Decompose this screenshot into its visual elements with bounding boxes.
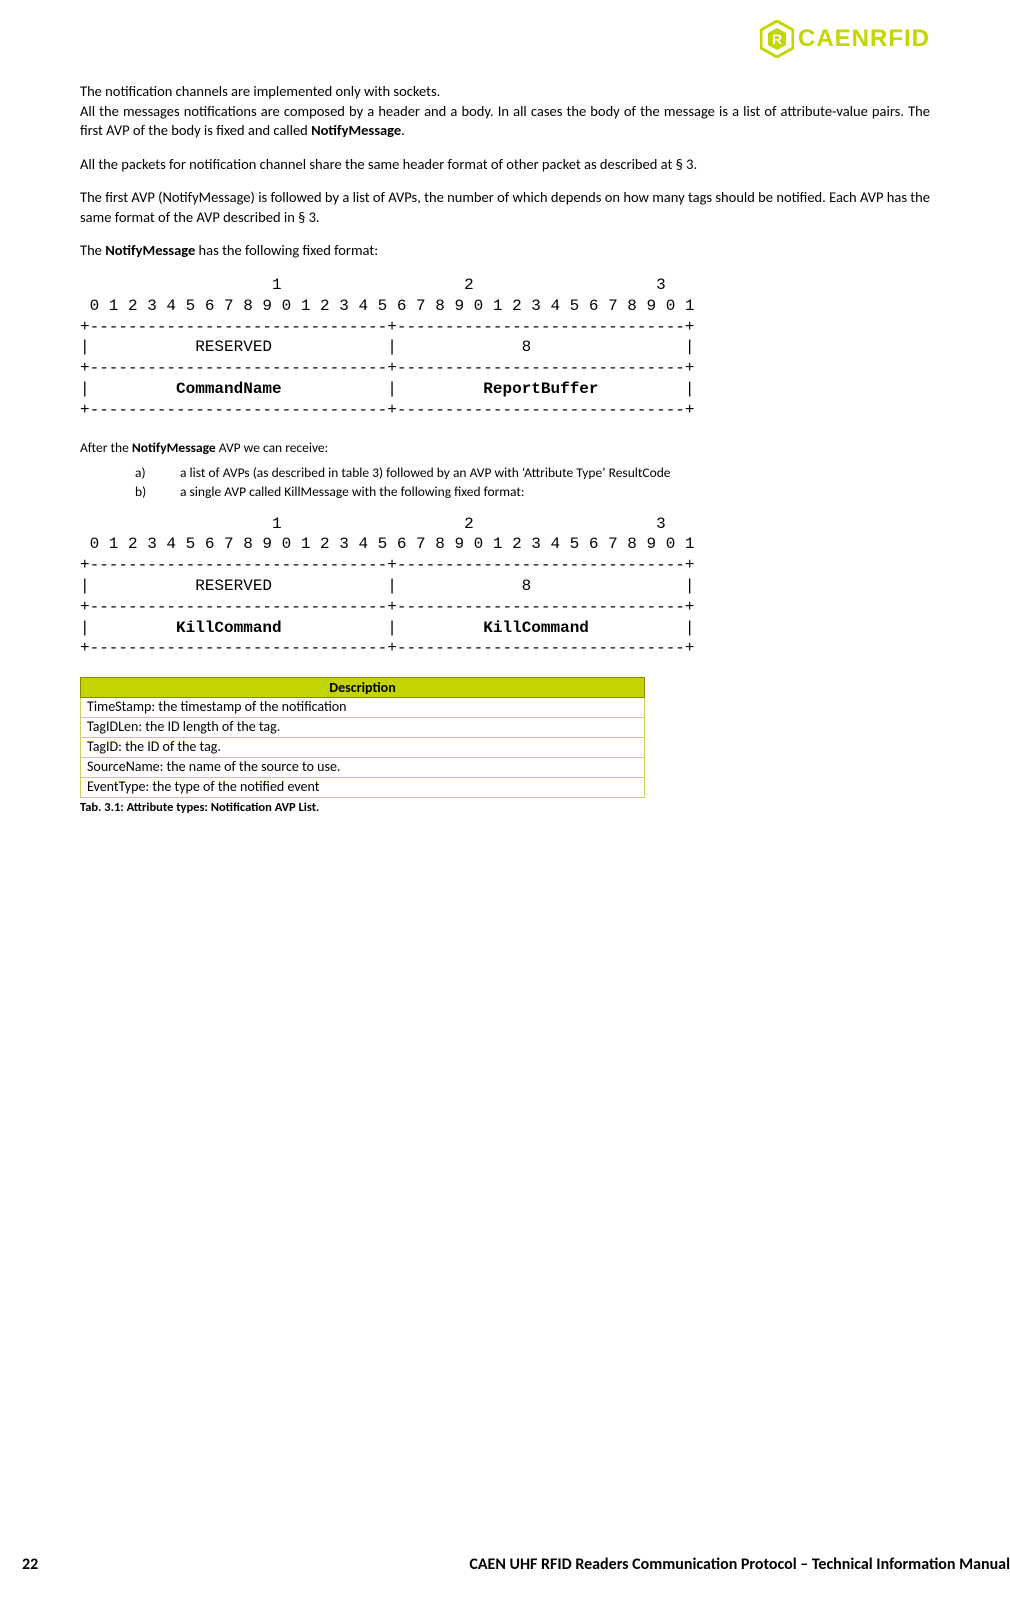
row-left: |: [80, 380, 176, 398]
page: R CAENRFID The notification channels are…: [0, 0, 1010, 1602]
table-cell: TimeStamp: the timestamp of the notifica…: [81, 698, 645, 718]
after-notifymessage-text: After the NotifyMessage AVP we can recei…: [80, 439, 930, 456]
page-footer: 22 CAEN UHF RFID Readers Communication P…: [0, 1555, 1010, 1574]
list-item: b) a single AVP called KillMessage with …: [135, 483, 930, 500]
field-killcommand: KillCommand: [176, 619, 282, 637]
border: +-------------------------------+-------…: [80, 598, 695, 616]
list-item: a) a list of AVPs (as described in table…: [135, 464, 930, 481]
border: +-------------------------------+-------…: [80, 639, 695, 657]
svg-text:R: R: [772, 31, 782, 47]
logo-hexagon-icon: R: [760, 20, 794, 58]
text: .: [401, 121, 405, 139]
table-cell: EventType: the type of the notified even…: [81, 777, 645, 797]
text: All the messages notifications are compo…: [80, 102, 930, 140]
table-cell: TagID: the ID of the tag.: [81, 737, 645, 757]
paragraph-2: All the packets for notification channel…: [80, 155, 930, 175]
ruler: 0 1 2 3 4 5 6 7 8 9 0 1 2 3 4 5 6 7 8 9 …: [80, 297, 695, 315]
row: | RESERVED | 8 |: [80, 577, 695, 595]
description-table: Description TimeStamp: the timestamp of …: [80, 677, 645, 797]
table-cell: SourceName: the name of the source to us…: [81, 757, 645, 777]
table-cell: TagIDLen: the ID length of the tag.: [81, 717, 645, 737]
table-header-row: Description: [81, 678, 645, 698]
field-killcommand: KillCommand: [483, 619, 589, 637]
row-right: |: [589, 619, 695, 637]
list-text: a single AVP called KillMessage with the…: [180, 483, 525, 500]
border: +-------------------------------+-------…: [80, 318, 695, 336]
border: +-------------------------------+-------…: [80, 401, 695, 419]
list-letter: a): [135, 464, 180, 481]
field-commandname: CommandName: [176, 380, 282, 398]
table-row: TimeStamp: the timestamp of the notifica…: [81, 698, 645, 718]
text: The: [80, 241, 105, 259]
footer-title: CAEN UHF RFID Readers Communication Prot…: [102, 1555, 1010, 1574]
text-bold: NotifyMessage: [311, 121, 401, 139]
table-caption: Tab. 3.1: Attribute types: Notification …: [80, 800, 930, 815]
table-header: Description: [81, 678, 645, 698]
ascii-diagram-killmessage: 1 2 3 0 1 2 3 4 5 6 7 8 9 0 1 2 3 4 5 6 …: [80, 514, 930, 660]
table-row: SourceName: the name of the source to us…: [81, 757, 645, 777]
text-bold: NotifyMessage: [105, 241, 195, 259]
row-right: |: [599, 380, 695, 398]
logo-row: R CAENRFID: [80, 20, 930, 62]
row: | RESERVED | 8 |: [80, 338, 695, 356]
ruler: 0 1 2 3 4 5 6 7 8 9 0 1 2 3 4 5 6 7 8 9 …: [80, 535, 695, 553]
ascii-diagram-notifymessage: 1 2 3 0 1 2 3 4 5 6 7 8 9 0 1 2 3 4 5 6 …: [80, 275, 930, 421]
text: After the: [80, 439, 132, 456]
paragraph-4: The NotifyMessage has the following fixe…: [80, 241, 930, 261]
table-row: TagIDLen: the ID length of the tag.: [81, 717, 645, 737]
text: AVP we can receive:: [216, 439, 329, 456]
receive-list: a) a list of AVPs (as described in table…: [135, 464, 930, 500]
list-text: a list of AVPs (as described in table 3)…: [180, 464, 671, 481]
paragraph-1: The notification channels are implemente…: [80, 82, 930, 141]
table-row: TagID: the ID of the tag.: [81, 737, 645, 757]
list-letter: b): [135, 483, 180, 500]
row-mid: |: [282, 619, 484, 637]
border: +-------------------------------+-------…: [80, 359, 695, 377]
page-number: 22: [22, 1555, 102, 1574]
text: has the following fixed format:: [195, 241, 378, 259]
text-bold: NotifyMessage: [132, 439, 216, 456]
row-left: |: [80, 619, 176, 637]
logo-text: CAENRFID: [798, 25, 930, 53]
field-reportbuffer: ReportBuffer: [483, 380, 598, 398]
text: The notification channels are implemente…: [80, 82, 440, 100]
row-mid: |: [282, 380, 484, 398]
table-row: EventType: the type of the notified even…: [81, 777, 645, 797]
ruler: 1 2 3: [80, 515, 666, 533]
paragraph-3: The first AVP (NotifyMessage) is followe…: [80, 188, 930, 227]
ruler: 1 2 3: [80, 276, 666, 294]
logo: R CAENRFID: [760, 20, 930, 58]
border: +-------------------------------+-------…: [80, 556, 695, 574]
